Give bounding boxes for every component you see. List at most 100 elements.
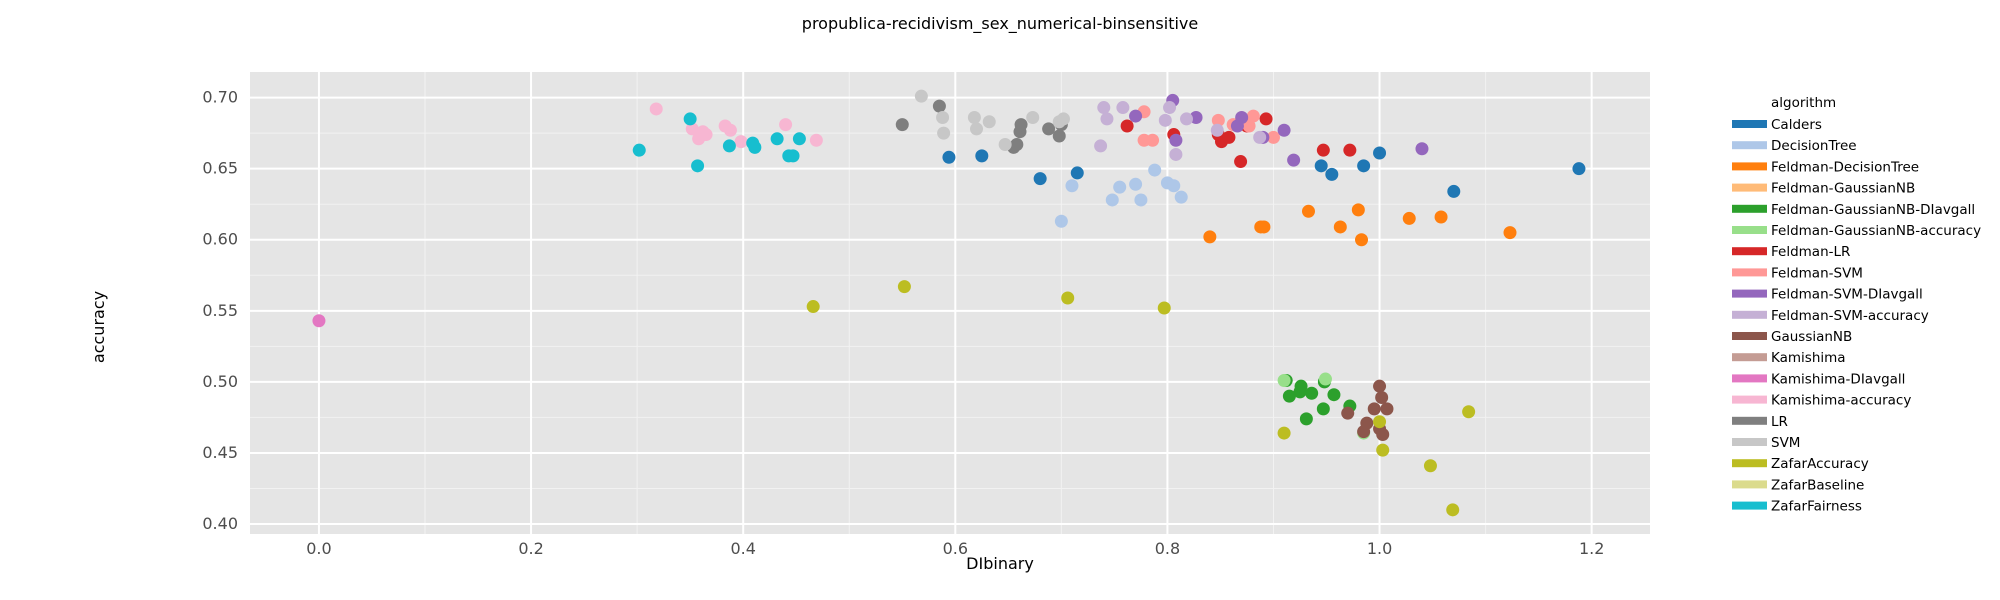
data-point (806, 300, 820, 314)
data-point (1134, 193, 1148, 207)
data-point (970, 122, 984, 136)
data-point (1180, 112, 1194, 126)
data-point (1318, 372, 1332, 386)
data-point (1129, 109, 1143, 123)
data-point (1157, 301, 1171, 315)
data-point (1234, 155, 1248, 169)
data-point (1316, 402, 1330, 416)
data-point (1287, 153, 1301, 167)
legend-entry: Kamishima-DIavgall (1771, 371, 1905, 387)
data-point (1189, 110, 1203, 124)
legend-entry: Feldman-SVM (1771, 265, 1863, 281)
y-tick-label: 0.60 (202, 230, 238, 249)
legend-entry: Feldman-SVM-accuracy (1771, 308, 1929, 324)
data-point (1148, 163, 1162, 177)
data-point (1360, 416, 1374, 430)
data-point (942, 150, 956, 164)
data-point (1343, 143, 1357, 157)
data-point (723, 123, 737, 137)
data-point (1169, 147, 1183, 161)
legend-swatch (1732, 247, 1767, 256)
legend-title: algorithm (1771, 95, 1836, 111)
data-point (1357, 159, 1371, 173)
data-point (1026, 110, 1040, 124)
data-point (683, 112, 697, 126)
legend-swatch (1732, 289, 1767, 298)
data-point (1299, 412, 1313, 426)
data-point (1042, 122, 1056, 136)
y-tick-label: 0.45 (202, 443, 238, 462)
legend-entry: SVM (1771, 435, 1800, 451)
data-point (1415, 142, 1429, 156)
data-point (932, 99, 946, 113)
data-point (1014, 118, 1028, 132)
data-point (1242, 119, 1256, 133)
data-point (1097, 101, 1111, 115)
data-point (1325, 167, 1339, 181)
data-point (1447, 184, 1461, 198)
legend-swatch (1732, 120, 1767, 128)
data-point (1277, 373, 1291, 387)
legend-entry: Calders (1771, 117, 1822, 133)
x-tick-label: 0.2 (518, 539, 543, 558)
data-point (1355, 233, 1369, 247)
data-point (1146, 133, 1160, 147)
legend-entry: Kamishima-accuracy (1771, 393, 1911, 409)
legend: algorithm Calders DecisionTree Feldman-Dec… (1732, 95, 1981, 515)
data-point (1174, 190, 1188, 204)
data-point (1203, 230, 1217, 244)
x-axis-title: DIbinary (966, 554, 1034, 573)
data-point (1373, 415, 1387, 429)
data-point (1257, 220, 1271, 234)
data-point (1277, 123, 1291, 137)
data-point (1373, 146, 1387, 160)
data-point (1375, 391, 1389, 405)
data-point (699, 128, 713, 142)
data-point (1094, 139, 1108, 153)
data-point (1100, 112, 1114, 126)
data-point (895, 118, 909, 132)
data-point (975, 149, 989, 163)
data-point (632, 143, 646, 157)
data-point (1380, 402, 1394, 416)
legend-swatch (1732, 204, 1767, 213)
data-point (1402, 211, 1416, 225)
y-tick-label: 0.40 (202, 514, 238, 533)
data-point (1367, 402, 1381, 416)
data-point (1333, 220, 1347, 234)
legend-swatch (1732, 374, 1767, 383)
legend-entry: ZafarBaseline (1771, 477, 1864, 493)
data-point (1033, 172, 1047, 186)
data-point (1294, 379, 1308, 393)
data-point (1210, 123, 1224, 137)
x-tick-label: 1.0 (1367, 539, 1392, 558)
legend-entry: Kamishima (1771, 350, 1846, 366)
legend-swatch (1732, 183, 1767, 192)
data-point (748, 140, 762, 154)
data-point (1129, 177, 1143, 191)
data-point (1105, 193, 1119, 207)
y-tick-label: 0.70 (202, 88, 238, 107)
data-point (1169, 133, 1183, 147)
legend-swatch (1732, 416, 1767, 425)
data-point (1056, 112, 1070, 126)
data-point (1277, 426, 1291, 440)
data-point (770, 132, 784, 146)
legend-swatch (1732, 438, 1767, 446)
legend-swatch (1732, 353, 1767, 362)
legend-entry: Feldman-GaussianNB-DIavgall (1771, 202, 1975, 218)
data-point (1462, 405, 1476, 419)
data-point (1235, 110, 1249, 124)
data-points (312, 89, 1586, 517)
data-point (1376, 427, 1390, 441)
legend-entry: DecisionTree (1771, 138, 1857, 154)
data-point (1327, 388, 1341, 402)
legend-entry: ZafarFairness (1771, 499, 1862, 515)
data-point (1070, 166, 1084, 180)
data-point (1158, 113, 1172, 127)
data-point (685, 122, 699, 136)
legend-swatch (1732, 501, 1767, 510)
data-point (1314, 159, 1328, 173)
grid-lines (250, 72, 1650, 534)
